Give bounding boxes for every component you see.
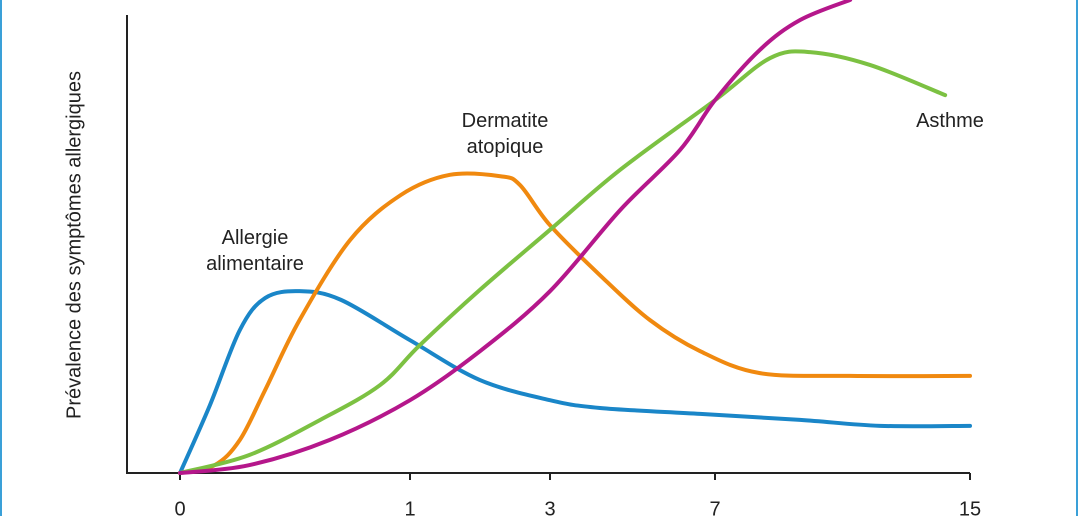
x-tick-label: 7	[709, 498, 720, 516]
line	[178, 289, 972, 475]
line	[178, 171, 972, 475]
series-label: Dermatite atopique	[461, 110, 549, 158]
x-tick-label: 3	[544, 498, 555, 516]
y-axis-label: Prévalence des symptômes allergiques	[63, 71, 85, 419]
line	[178, 49, 948, 475]
x-tick-label: 0	[174, 498, 185, 516]
series-label: Allergie alimentaire	[206, 227, 304, 275]
line	[178, 0, 853, 475]
series-label: Asthme	[916, 110, 984, 132]
x-tick-label: 15	[959, 498, 981, 516]
x-tick-label: 1	[404, 498, 415, 516]
